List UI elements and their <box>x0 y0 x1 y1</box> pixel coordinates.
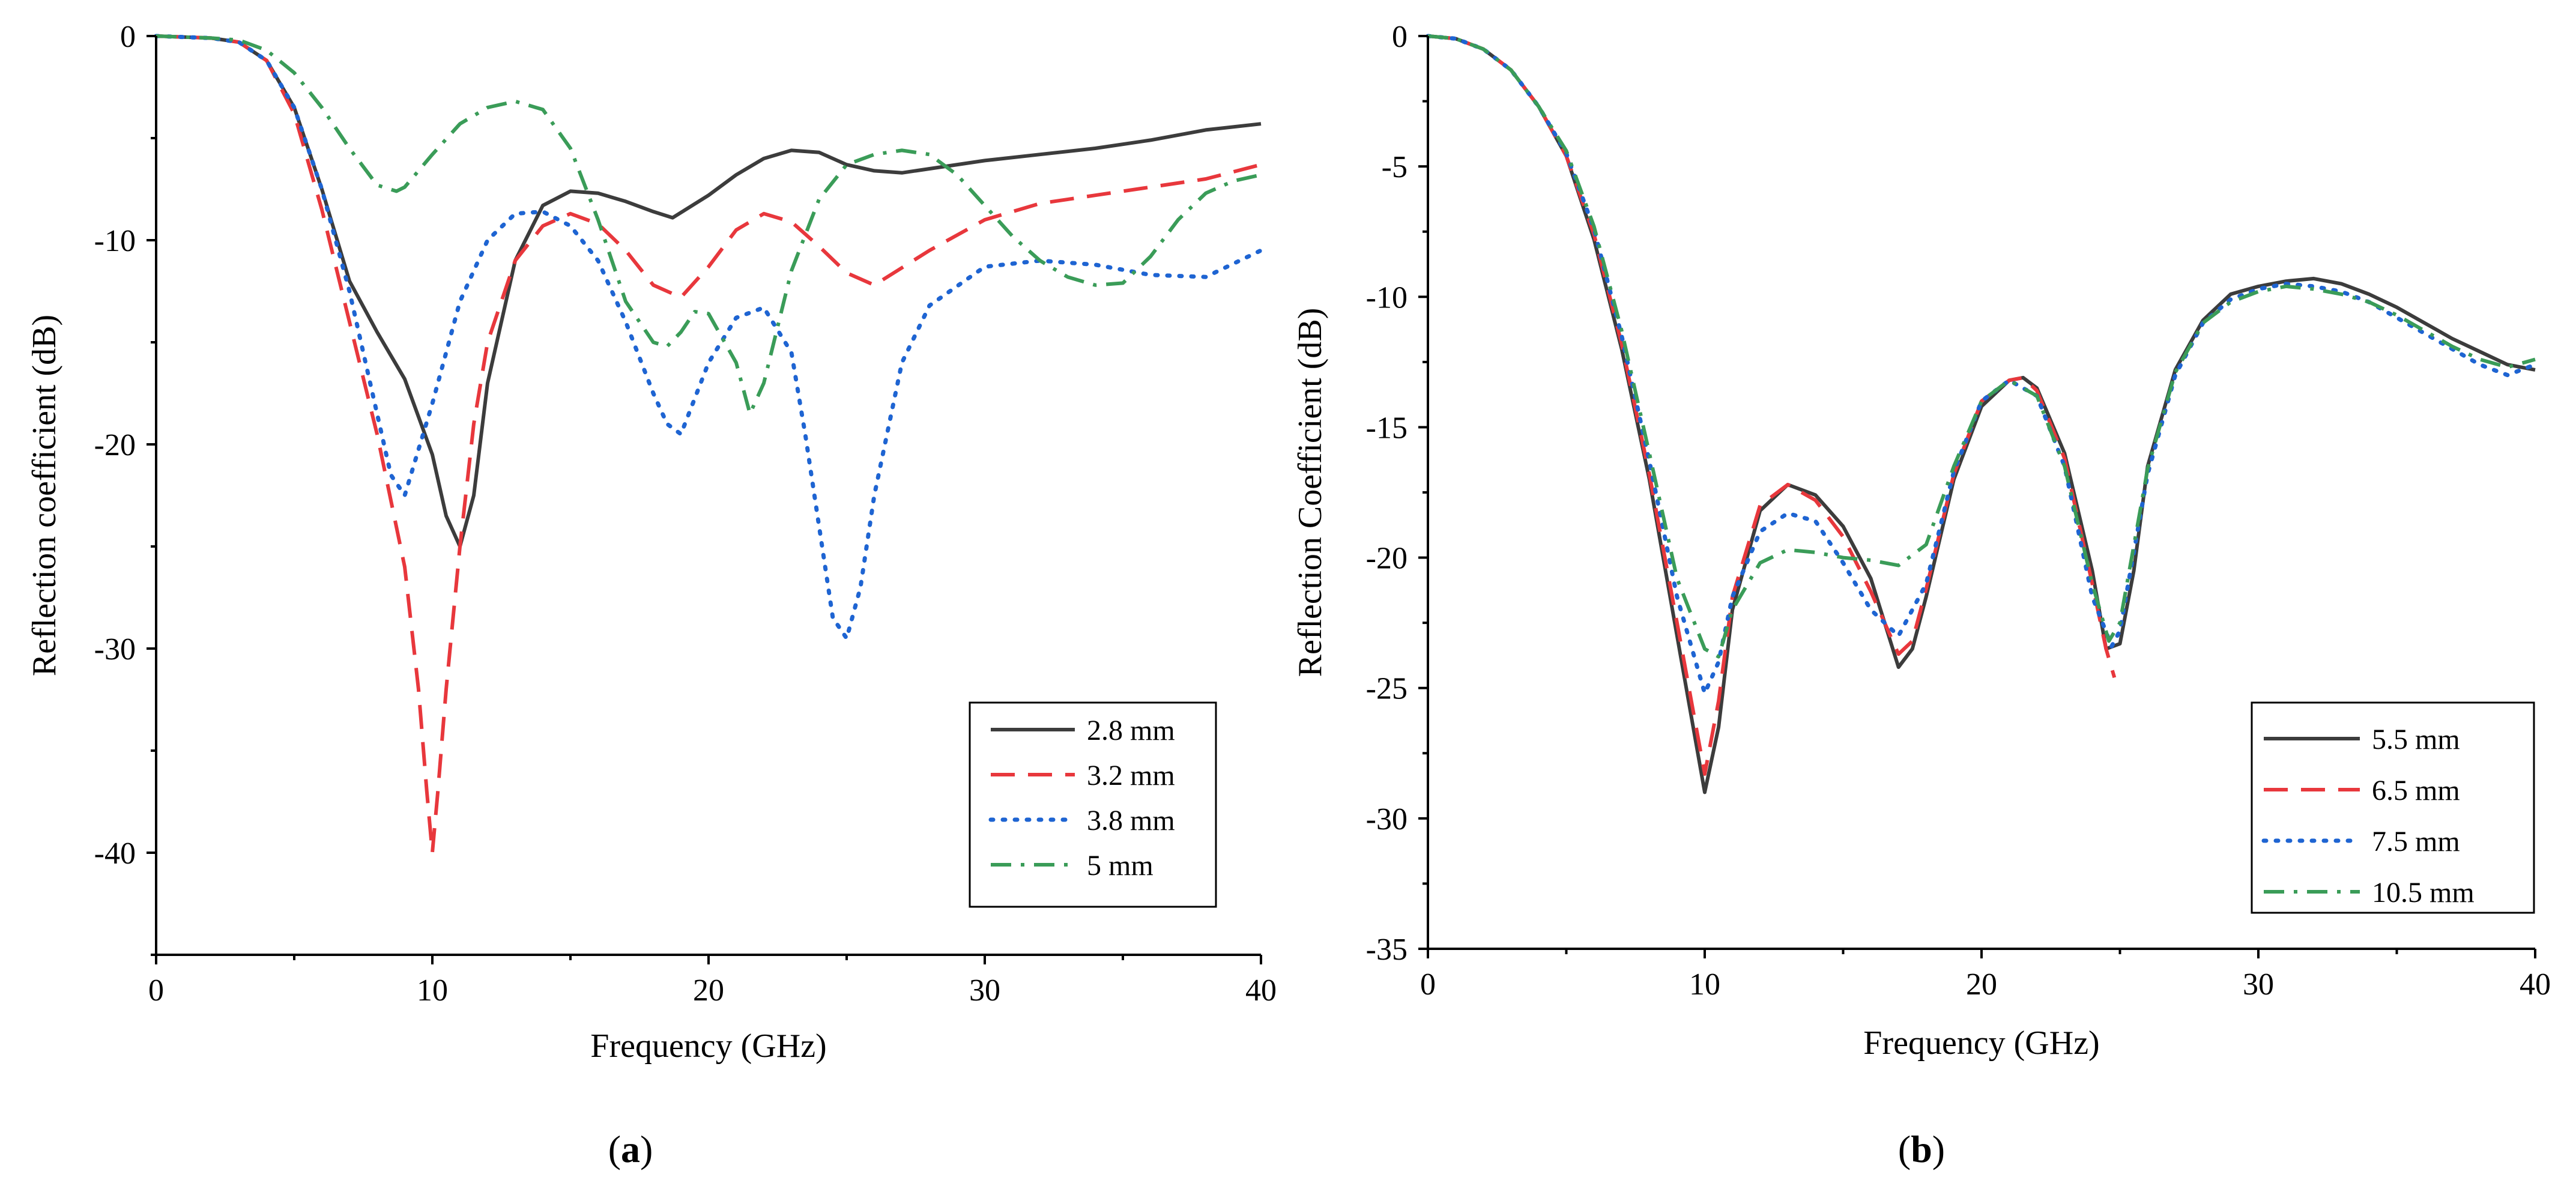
panel-a-caption-open: ( <box>608 1128 621 1170</box>
panel-a-y-tick-label: -20 <box>94 428 136 462</box>
panel-b-legend: 5.5 mm 6.5 mm 7.5 mm 10.5 mm <box>2251 701 2535 914</box>
panel-b-y-tick-label: -20 <box>1366 542 1407 576</box>
panel-a-y-tick-label: -30 <box>94 632 136 667</box>
panel-b-caption-close: ) <box>1932 1128 1945 1170</box>
panel-a-x-tick-label: 30 <box>969 973 1000 1008</box>
panel-b-y-tick-label: -15 <box>1366 411 1407 445</box>
panel-b-y-tick-label: -25 <box>1366 672 1407 706</box>
panel-a-series-5mm <box>156 34 1262 416</box>
panel-b-y-tick-label: -35 <box>1366 933 1407 967</box>
panel-b-caption-letter: b <box>1911 1128 1932 1170</box>
panel-a-x-tick-label: 20 <box>693 973 724 1008</box>
panel-a-y-tick-label: -40 <box>94 837 136 871</box>
panel-b-x-tick-label: 30 <box>2243 967 2274 1002</box>
panel-b-y-tick-label: -10 <box>1366 280 1407 315</box>
legend-label-5mm: 5 mm <box>1087 850 1153 882</box>
panel-a-x-tick-label: 0 <box>148 973 164 1008</box>
panel-a-legend-box <box>969 701 1217 908</box>
panel-a-ticks-group: 0 10 20 30 40 0 -10 -20 -30 -40 <box>94 20 1277 1008</box>
panel-b-series-10-5mm <box>1427 34 2536 659</box>
panel-b-ticks-group: 0 10 20 30 40 0 -5 -10 -15 -20 -25 -30 -35 <box>1366 20 2551 1002</box>
panel-b-series-group <box>1426 34 2538 794</box>
panel-a-y-tick-label: 0 <box>120 20 136 54</box>
panel-b-x-tick-label: 20 <box>1966 967 1997 1002</box>
panel-a-caption-letter: a <box>621 1128 640 1170</box>
panel-b-y-tick-label: -30 <box>1366 802 1407 837</box>
panel-a-series-group <box>154 34 1263 855</box>
panel-a-legend: 2.8 mm 3.2 mm 3.8 mm 5 mm <box>969 701 1217 908</box>
legend-label-6-5mm: 6.5 mm <box>2372 775 2460 806</box>
panel-b-series-6-5mm <box>1427 34 2117 776</box>
panel-b-y-tick-label: 0 <box>1392 20 1407 54</box>
panel-a-y-axis-title: Reflection coefficient (dB) <box>26 315 63 676</box>
panel-a-x-axis-title: Frequency (GHz) <box>590 1027 826 1065</box>
panel-a-x-tick-label: 40 <box>1245 973 1277 1008</box>
panel-b-y-tick-label: -5 <box>1382 150 1407 184</box>
panel-a-series-3-8mm <box>154 34 1263 641</box>
legend-label-10-5mm: 10.5 mm <box>2372 877 2475 909</box>
panel-a-x-tick-label: 10 <box>417 973 448 1008</box>
panel-b-y-axis-title: Reflection Coefficient (dB) <box>1292 308 1329 677</box>
panel-b-x-axis-title: Frequency (GHz) <box>1863 1024 2099 1062</box>
panel-a-series-3-2mm <box>156 34 1262 855</box>
panel-b-caption: (b) <box>1898 1128 1945 1170</box>
legend-label-3-8mm: 3.8 mm <box>1087 805 1175 837</box>
legend-label-3-2mm: 3.2 mm <box>1087 760 1175 791</box>
panel-b-x-tick-label: 10 <box>1689 967 1720 1002</box>
panel-a-y-tick-label: -10 <box>94 224 136 258</box>
legend-label-5-5mm: 5.5 mm <box>2372 724 2460 755</box>
panel-b-chart: 0 10 20 30 40 0 -5 -10 -15 -20 -25 -30 -35 Frequency… <box>1292 20 2551 1170</box>
panel-a-chart: 0 10 20 30 40 0 -10 -20 -30 -40 Frequency (GHz) R… <box>26 20 1277 1170</box>
legend-label-7-5mm: 7.5 mm <box>2372 826 2460 858</box>
panel-b-x-tick-label: 0 <box>1420 967 1436 1002</box>
panel-a-series-2-8mm <box>156 34 1262 548</box>
panel-b-x-tick-label: 40 <box>2520 967 2551 1002</box>
panel-b-series-7-5mm <box>1426 34 2538 695</box>
panel-b-caption-open: ( <box>1898 1128 1911 1170</box>
panel-a-caption: (a) <box>608 1128 653 1170</box>
panel-a-caption-close: ) <box>640 1128 653 1170</box>
legend-label-2-8mm: 2.8 mm <box>1087 715 1175 746</box>
